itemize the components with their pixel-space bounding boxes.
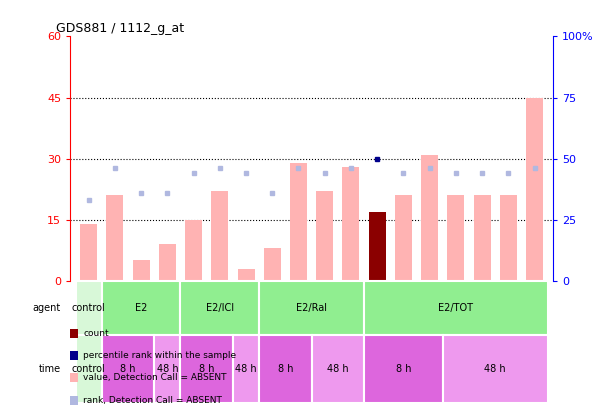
Text: control: control — [71, 303, 106, 313]
Bar — [395, 195, 412, 281]
Bar — [342, 167, 359, 281]
Bar — [76, 281, 102, 335]
Text: time: time — [39, 364, 61, 374]
Text: control: control — [71, 364, 106, 374]
Text: 8 h: 8 h — [120, 364, 136, 374]
Bar — [102, 335, 154, 403]
Text: count: count — [83, 329, 109, 338]
Bar — [259, 335, 312, 403]
Text: 48 h: 48 h — [485, 364, 506, 374]
Bar — [368, 211, 386, 281]
Text: 48 h: 48 h — [327, 364, 349, 374]
Text: 48 h: 48 h — [235, 364, 257, 374]
Text: E2: E2 — [135, 303, 147, 313]
Bar — [133, 260, 150, 281]
Text: E2/Ral: E2/Ral — [296, 303, 327, 313]
Bar — [159, 244, 176, 281]
Text: agent: agent — [33, 303, 61, 313]
Bar — [259, 281, 364, 335]
Bar — [102, 281, 180, 335]
Text: E2/TOT: E2/TOT — [438, 303, 474, 313]
Bar — [154, 335, 180, 403]
Bar — [180, 335, 233, 403]
Bar — [180, 281, 259, 335]
Bar — [447, 195, 464, 281]
Text: E2/ICI: E2/ICI — [206, 303, 234, 313]
Text: rank, Detection Call = ABSENT: rank, Detection Call = ABSENT — [83, 396, 222, 405]
Bar — [238, 269, 255, 281]
Bar — [316, 191, 333, 281]
Text: value, Detection Call = ABSENT: value, Detection Call = ABSENT — [83, 373, 227, 382]
Text: 8 h: 8 h — [396, 364, 411, 374]
Bar — [474, 195, 491, 281]
Text: 48 h: 48 h — [156, 364, 178, 374]
Text: 8 h: 8 h — [277, 364, 293, 374]
Bar — [185, 220, 202, 281]
Text: GDS881 / 1112_g_at: GDS881 / 1112_g_at — [56, 22, 184, 35]
Bar — [106, 195, 123, 281]
Bar — [264, 248, 281, 281]
Bar — [364, 335, 443, 403]
Bar — [233, 335, 259, 403]
Text: 8 h: 8 h — [199, 364, 214, 374]
Bar — [76, 335, 102, 403]
Bar — [312, 335, 364, 403]
Bar — [500, 195, 517, 281]
Bar — [526, 98, 543, 281]
Bar — [80, 224, 97, 281]
Bar — [421, 155, 438, 281]
Text: percentile rank within the sample: percentile rank within the sample — [83, 351, 236, 360]
Bar — [443, 335, 547, 403]
Bar — [211, 191, 229, 281]
Bar — [290, 163, 307, 281]
Bar — [364, 281, 547, 335]
